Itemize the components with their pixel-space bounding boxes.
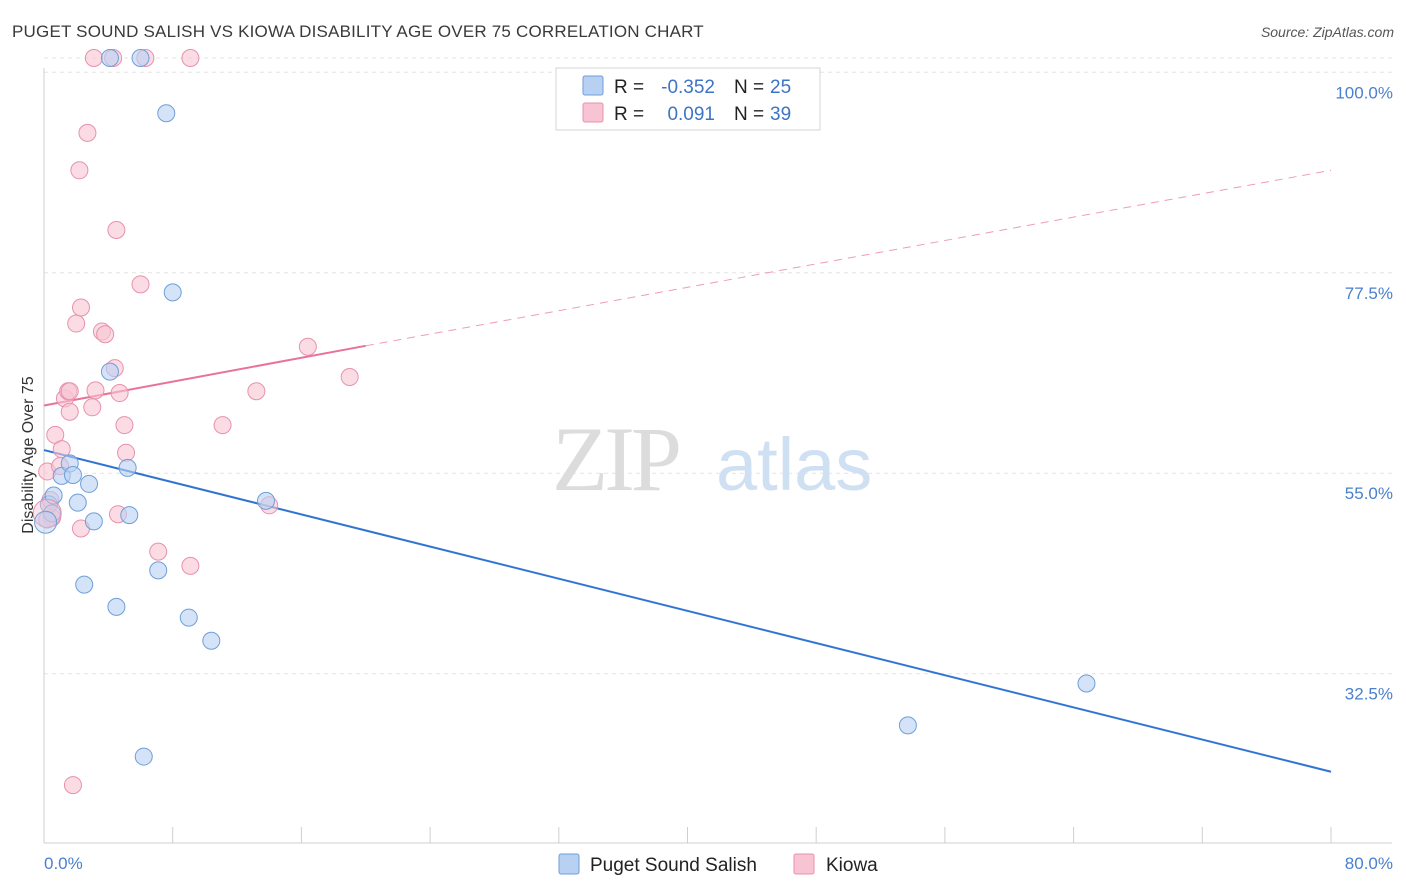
bottom-legend-label-kiowa: Kiowa	[826, 855, 878, 876]
point-salish	[202, 631, 221, 650]
point-kiowa	[60, 382, 79, 401]
watermark-zip: ZIP	[552, 408, 679, 510]
bottom-legend-label-salish: Puget Sound Salish	[590, 855, 757, 876]
point-kiowa	[110, 384, 129, 403]
point-salish	[107, 597, 126, 616]
point-salish	[157, 104, 176, 123]
y-tick-label: 55.0%	[1345, 484, 1393, 503]
point-salish	[120, 506, 139, 525]
point-salish	[163, 283, 182, 302]
legend-n-value-salish: 25	[770, 77, 791, 98]
point-kiowa	[83, 398, 102, 417]
point-salish	[898, 716, 917, 735]
legend-r-value-salish: -0.352	[661, 77, 715, 98]
point-kiowa	[60, 402, 79, 421]
point-salish	[134, 747, 153, 766]
y-tick-label: 100.0%	[1335, 83, 1393, 102]
y-tick-label: 77.5%	[1345, 284, 1393, 303]
point-kiowa	[96, 325, 115, 344]
point-salish	[75, 575, 94, 594]
legend-n-label-salish: N =	[734, 77, 764, 98]
legend-swatch-salish	[582, 75, 604, 96]
point-kiowa	[181, 556, 200, 575]
point-kiowa	[52, 440, 71, 459]
point-kiowa	[131, 275, 150, 294]
point-kiowa	[67, 314, 86, 333]
x-tick-label-min: 0.0%	[44, 854, 83, 873]
point-kiowa	[149, 542, 168, 561]
data-points	[32, 49, 1096, 795]
point-kiowa	[340, 368, 359, 387]
point-kiowa	[63, 776, 82, 795]
bottom-legend-swatch-kiowa	[793, 853, 815, 875]
point-kiowa	[107, 220, 126, 239]
point-salish	[63, 466, 82, 485]
x-tick-labels: 0.0% 80.0%	[44, 854, 1393, 873]
legend-r-label-kiowa: R =	[614, 104, 644, 125]
point-kiowa	[72, 298, 91, 317]
legend-box: R = -0.352 N = 25 R = 0.091 N = 39	[555, 67, 821, 131]
watermark: ZIP atlas	[552, 408, 872, 510]
point-kiowa	[213, 416, 232, 435]
y-tick-labels: 32.5% 55.0% 77.5% 100.0%	[1335, 83, 1393, 703]
point-kiowa	[298, 337, 317, 356]
chart-title: PUGET SOUND SALISH VS KIOWA DISABILITY A…	[12, 22, 704, 41]
point-kiowa	[117, 443, 136, 462]
point-salish	[68, 493, 87, 512]
bottom-legend: Puget Sound Salish Kiowa	[558, 853, 878, 876]
legend-r-label-salish: R =	[614, 77, 644, 98]
trend-line-kiowa-extension	[365, 169, 1332, 347]
legend-swatch-kiowa	[582, 102, 604, 123]
trend-lines	[43, 169, 1332, 773]
point-salish	[100, 49, 119, 68]
grid-lines	[44, 57, 1392, 675]
x-tick-label-max: 80.0%	[1345, 854, 1393, 873]
point-salish	[257, 491, 276, 510]
bottom-legend-swatch-salish	[558, 853, 580, 875]
point-kiowa	[84, 49, 103, 68]
watermark-atlas: atlas	[716, 423, 872, 506]
legend-r-value-kiowa: 0.091	[667, 104, 715, 125]
source-note: Source: ZipAtlas.com	[1260, 24, 1394, 40]
point-kiowa	[247, 382, 266, 401]
legend-n-label-kiowa: N =	[734, 104, 764, 125]
point-kiowa	[115, 416, 134, 435]
point-salish	[118, 458, 137, 477]
y-tick-label: 32.5%	[1345, 685, 1393, 704]
point-salish	[84, 512, 103, 531]
point-salish	[149, 561, 168, 580]
point-salish	[80, 474, 99, 493]
point-kiowa	[70, 161, 89, 180]
point-kiowa	[86, 381, 105, 400]
y-axis-label: Disability Age Over 75	[20, 376, 37, 534]
trend-line-salish	[43, 449, 1332, 773]
point-salish	[100, 362, 119, 381]
point-salish	[131, 49, 150, 68]
legend-n-value-kiowa: 39	[770, 104, 791, 125]
axes	[43, 68, 1392, 844]
point-kiowa-cluster	[32, 498, 62, 528]
point-kiowa	[181, 49, 200, 68]
point-kiowa	[78, 123, 97, 142]
point-salish-cluster	[34, 510, 58, 534]
point-salish	[179, 608, 198, 627]
point-salish	[1077, 674, 1096, 693]
